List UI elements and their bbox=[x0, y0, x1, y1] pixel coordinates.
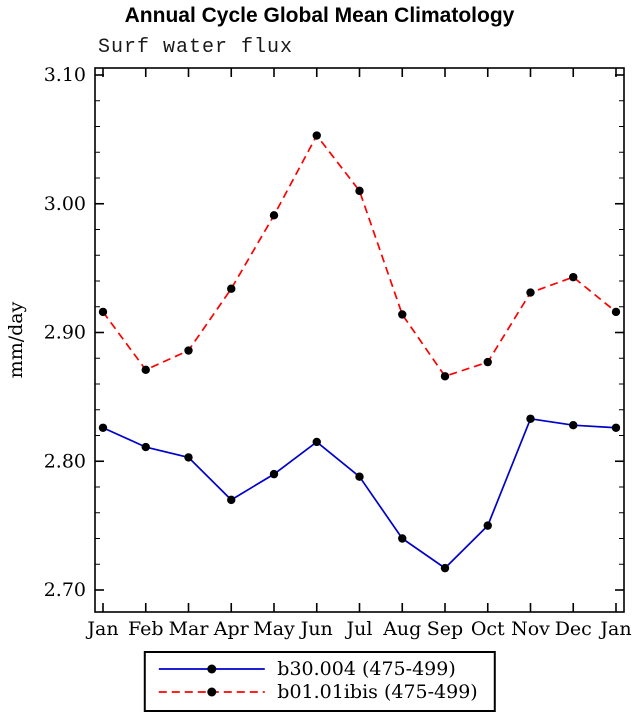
data-point-series-1 bbox=[483, 357, 492, 367]
legend-marker-icon bbox=[206, 664, 216, 674]
x-tick-label: Oct bbox=[471, 618, 505, 640]
data-point-series-1 bbox=[184, 346, 193, 355]
x-tick-label: Jan bbox=[85, 618, 118, 640]
y-tick-label: 2.80 bbox=[44, 450, 86, 472]
data-point-series-1 bbox=[440, 372, 450, 381]
data-point-series-1 bbox=[611, 307, 621, 317]
legend-label-b30-004: b30.004 (475-499) bbox=[277, 658, 456, 680]
plot-frame bbox=[94, 67, 625, 613]
x-tick-label: Jun bbox=[299, 618, 333, 640]
x-tick-label: Feb bbox=[128, 618, 164, 640]
y-tick-label: 3.10 bbox=[44, 64, 86, 86]
x-tick-label: May bbox=[253, 618, 295, 640]
y-axis-title: mm/day bbox=[5, 301, 27, 378]
x-tick-label: Jul bbox=[345, 618, 373, 640]
data-point-series-1 bbox=[569, 272, 578, 282]
data-point-series-0 bbox=[483, 521, 492, 530]
chart-title: Annual Cycle Global Mean Climatology bbox=[124, 4, 515, 27]
data-point-series-0 bbox=[227, 495, 236, 505]
data-point-series-0 bbox=[141, 442, 150, 452]
legend-label-b01-01ibis: b01.01ibis (475-499) bbox=[277, 681, 478, 703]
x-tick-label: Aug bbox=[382, 618, 421, 640]
x-tick-label: Apr bbox=[213, 618, 250, 640]
data-point-series-1 bbox=[98, 307, 108, 317]
data-point-series-0 bbox=[312, 437, 321, 447]
legend-item-b01-01ibis: b01.01ibis (475-499) bbox=[155, 681, 478, 703]
legend: b30.004 (475-499) b01.01ibis (475-499) bbox=[143, 651, 496, 712]
series-line-1 bbox=[102, 133, 617, 378]
data-point-series-1 bbox=[355, 186, 364, 196]
plot-area: 2.70 2.80 2.90 3.00 3.10 Jan Feb Mar Apr May Jun Ju… bbox=[5, 64, 632, 640]
data-point-series-0 bbox=[98, 423, 108, 432]
data-point-series-1 bbox=[141, 365, 150, 375]
chart-subtitle: Surf water flux bbox=[98, 36, 294, 59]
legend-marker-icon bbox=[206, 687, 216, 697]
data-point-series-0 bbox=[440, 563, 450, 573]
data-point-series-1 bbox=[269, 211, 279, 220]
data-point-series-0 bbox=[569, 421, 578, 430]
x-tick-label: Mar bbox=[169, 618, 210, 640]
data-point-series-0 bbox=[269, 469, 279, 479]
data-point-series-0 bbox=[611, 423, 621, 432]
series-line-0 bbox=[102, 417, 617, 570]
data-point-series-0 bbox=[526, 414, 535, 423]
legend-item-b30-004: b30.004 (475-499) bbox=[155, 658, 477, 680]
data-point-series-0 bbox=[398, 534, 407, 543]
legend-line-sample-solid bbox=[158, 664, 265, 674]
data-point-series-1 bbox=[526, 288, 535, 297]
y-tick-label: 2.90 bbox=[44, 322, 86, 344]
data-point-series-1 bbox=[398, 310, 407, 319]
y-tick-label: 3.00 bbox=[44, 193, 86, 215]
y-tick-label: 2.70 bbox=[44, 579, 86, 601]
x-tick-label: Nov bbox=[511, 618, 550, 640]
data-point-series-0 bbox=[355, 472, 364, 481]
x-tick-label: Jan bbox=[598, 618, 631, 640]
data-point-series-0 bbox=[184, 453, 193, 462]
data-point-series-1 bbox=[227, 284, 236, 293]
legend-line-sample-dashed bbox=[158, 687, 265, 697]
x-tick-label: Sep bbox=[427, 618, 463, 640]
data-point-series-1 bbox=[312, 131, 321, 140]
x-tick-label: Dec bbox=[555, 618, 592, 640]
